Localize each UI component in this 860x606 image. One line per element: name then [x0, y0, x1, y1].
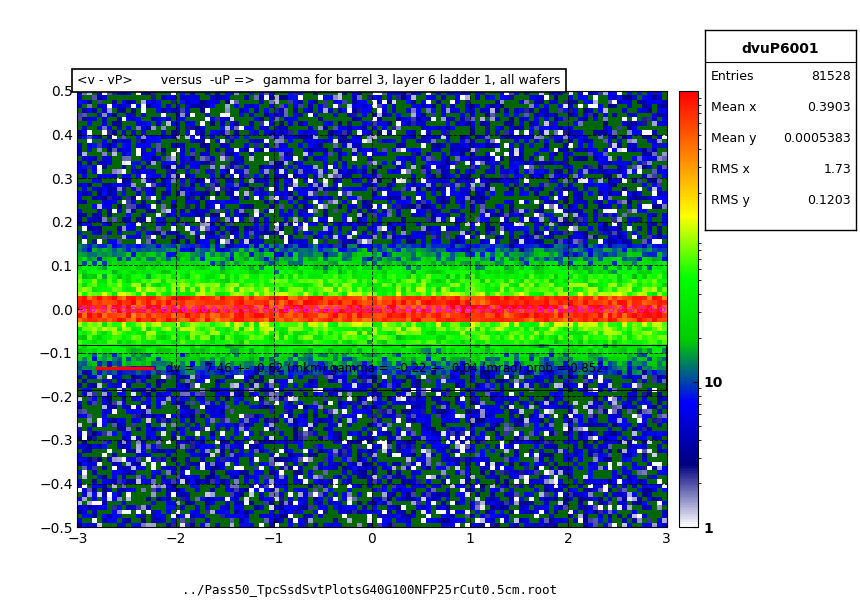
Text: dvuP6001: dvuP6001	[741, 42, 820, 56]
Text: 10: 10	[746, 90, 765, 105]
Text: Entries: Entries	[711, 70, 755, 83]
Text: <v - vP>       versus  -uP =>  gamma for barrel 3, layer 6 ladder 1, all wafers: <v - vP> versus -uP => gamma for barrel …	[77, 74, 561, 87]
Text: 1.73: 1.73	[823, 163, 851, 176]
Text: dv =   7.46 +-  0.62 (mkm) gamma =  -0.22 +-  0.04 (mrad) prob = 0.852: dv = 7.46 +- 0.62 (mkm) gamma = -0.22 +-…	[166, 362, 604, 375]
Text: RMS x: RMS x	[711, 163, 750, 176]
Text: ../Pass50_TpcSsdSvtPlotsG40G100NFP25rCut0.5cm.root: ../Pass50_TpcSsdSvtPlotsG40G100NFP25rCut…	[182, 584, 557, 597]
Text: Mean y: Mean y	[711, 132, 757, 145]
Text: 0.0005383: 0.0005383	[783, 132, 851, 145]
Text: 0.3903: 0.3903	[808, 101, 851, 115]
Text: RMS y: RMS y	[711, 195, 750, 207]
Text: 0.1203: 0.1203	[808, 195, 851, 207]
Text: Mean x: Mean x	[711, 101, 757, 115]
Text: 81528: 81528	[812, 70, 851, 83]
